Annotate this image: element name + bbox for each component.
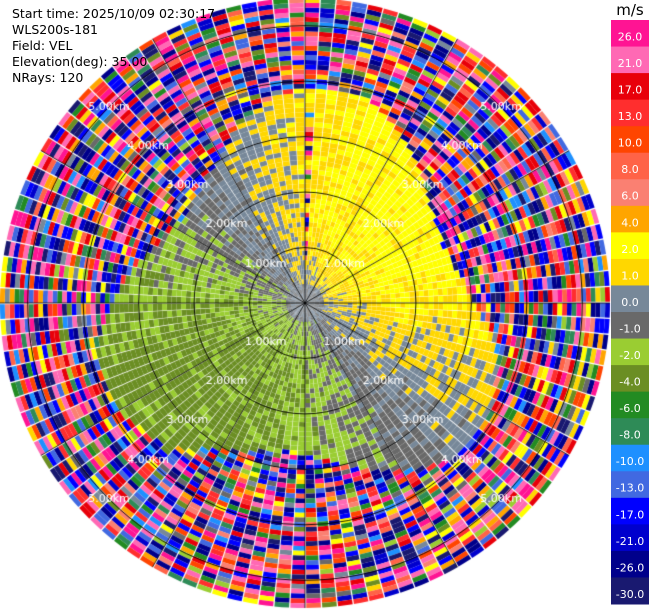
colorbar-segment: [611, 338, 649, 366]
colorbar-tick-label: -8.0: [619, 429, 640, 442]
colorbar-tick-label: 17.0: [618, 84, 643, 97]
colorbar-segment: [611, 444, 649, 472]
colorbar-tick-label: 8.0: [621, 163, 639, 176]
nrays-label: NRays: 120: [12, 70, 84, 85]
colorbar-tick-label: 10.0: [618, 137, 643, 150]
colorbar-segment: [611, 20, 649, 48]
colorbar-tick-label: 21.0: [618, 57, 643, 70]
colorbar-tick-label: 13.0: [618, 110, 643, 123]
field-label: Field: VEL: [12, 38, 73, 53]
colorbar-segment: [611, 550, 649, 578]
colorbar-segment: [611, 391, 649, 419]
colorbar-segment: [611, 205, 649, 233]
colorbar-tick-label: -13.0: [616, 482, 644, 495]
colorbar-segment: [611, 126, 649, 154]
colorbar-tick-label: -17.0: [616, 508, 644, 521]
colorbar-tick-label: 1.0: [621, 269, 639, 282]
colorbar-segment: [611, 365, 649, 393]
colorbar-tick-label: -26.0: [616, 561, 644, 574]
colorbar-tick-label: -1.0: [619, 322, 640, 335]
colorbar-unit-label: m/s: [616, 1, 644, 19]
colorbar-tick-label: 26.0: [618, 30, 643, 43]
elevation-label: Elevation(deg): 35.00: [12, 54, 148, 69]
colorbar-tick-label: -10.0: [616, 455, 644, 468]
colorbar-tick-label: -4.0: [619, 376, 640, 389]
start-time-label: Start time: 2025/10/09 02:30:17: [12, 6, 216, 21]
colorbar-segment: [611, 577, 649, 605]
instrument-label: WLS200s-181: [12, 22, 98, 37]
colorbar-tick-label: -21.0: [616, 535, 644, 548]
colorbar-segment: [611, 46, 649, 74]
colorbar-tick-label: 0.0: [621, 296, 639, 309]
colorbar-tick-label: 4.0: [621, 216, 639, 229]
colorbar-tick-label: -2.0: [619, 349, 640, 362]
colorbar-tick-label: -30.0: [616, 588, 644, 601]
colorbar-segment: [611, 73, 649, 101]
info-panel: Start time: 2025/10/09 02:30:17 WLS200s-…: [12, 6, 215, 86]
colorbar-segment: [611, 312, 649, 340]
colorbar-segment: [611, 258, 649, 286]
colorbar-segment: [611, 497, 649, 525]
colorbar-segment: [611, 232, 649, 260]
colorbar-segment: [611, 471, 649, 499]
colorbar-segment: [611, 524, 649, 552]
colorbar-segment: [611, 152, 649, 180]
colorbar-segment: [611, 179, 649, 207]
colorbar-segment: [611, 285, 649, 313]
colorbar-segment: [611, 418, 649, 446]
colorbar-tick-label: 2.0: [621, 243, 639, 256]
colorbar-tick-label: -6.0: [619, 402, 640, 415]
colorbar-tick-label: 6.0: [621, 190, 639, 203]
colorbar-segment: [611, 99, 649, 127]
